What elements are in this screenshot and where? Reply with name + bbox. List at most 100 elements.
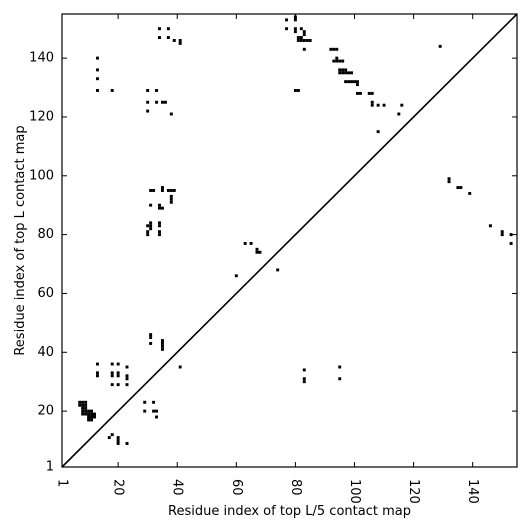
- contact-point: [146, 224, 150, 228]
- contact-point: [382, 103, 386, 107]
- contact-point: [110, 371, 114, 375]
- contact-point: [84, 403, 88, 407]
- contact-point: [84, 406, 88, 410]
- contact-point: [149, 341, 153, 345]
- contact-point: [338, 68, 342, 72]
- contact-point: [143, 400, 147, 404]
- contact-point: [125, 374, 129, 378]
- contact-point: [169, 200, 173, 204]
- contact-point: [84, 400, 88, 404]
- contact-point: [276, 268, 280, 272]
- x-tick-label: 40: [170, 479, 185, 496]
- contact-point: [146, 109, 150, 113]
- contact-point: [329, 47, 333, 51]
- contact-point: [509, 241, 513, 245]
- contact-point: [500, 233, 504, 237]
- contact-point: [125, 365, 129, 369]
- contact-point: [160, 189, 164, 192]
- contact-point: [400, 103, 404, 107]
- contact-point: [350, 80, 354, 84]
- y-tick-label: 80: [37, 227, 54, 242]
- contact-point: [149, 224, 153, 228]
- contact-point: [302, 30, 306, 34]
- contact-point: [178, 41, 182, 45]
- contact-point: [158, 206, 161, 210]
- contact-point: [347, 71, 351, 75]
- x-tick-label: 60: [229, 479, 244, 496]
- contact-point: [158, 27, 161, 31]
- contact-point: [468, 191, 472, 195]
- contact-point: [95, 371, 99, 375]
- contact-point: [78, 400, 82, 404]
- contact-point: [397, 112, 401, 116]
- x-tick-label: 100: [347, 479, 362, 504]
- contact-point: [158, 230, 161, 234]
- x-tick-label: 80: [288, 479, 303, 496]
- contact-point: [149, 336, 153, 340]
- contact-point: [355, 91, 359, 95]
- contact-point: [169, 194, 173, 198]
- contact-point: [84, 412, 88, 416]
- contact-point: [116, 436, 120, 440]
- contact-point: [158, 233, 161, 237]
- contact-point: [149, 203, 153, 207]
- contact-point: [116, 442, 120, 445]
- contact-point: [302, 380, 306, 384]
- contact-point: [93, 412, 96, 416]
- x-tick-label: 140: [465, 479, 480, 504]
- contact-point: [332, 47, 336, 51]
- contact-point: [370, 100, 374, 104]
- contact-point: [152, 189, 156, 192]
- contact-point: [81, 400, 85, 404]
- contact-point: [149, 333, 153, 337]
- contact-point: [107, 436, 111, 440]
- contact-point: [87, 409, 91, 413]
- diagonal-line: [61, 13, 518, 468]
- contact-point: [81, 412, 85, 416]
- contact-point: [172, 189, 176, 192]
- contact-point: [344, 71, 348, 75]
- contact-point: [166, 189, 170, 192]
- contact-point: [293, 89, 297, 92]
- contact-point: [332, 59, 336, 63]
- contact-point: [90, 409, 94, 413]
- contact-point: [155, 100, 159, 104]
- contact-point: [344, 68, 348, 72]
- contact-point: [302, 377, 306, 381]
- contact-point: [87, 412, 91, 416]
- contact-point: [172, 39, 176, 42]
- contact-point: [146, 230, 150, 234]
- y-tick-label: 120: [29, 109, 54, 124]
- contact-point: [116, 383, 120, 387]
- contact-point: [178, 39, 182, 42]
- contact-point: [95, 77, 99, 81]
- contact-point: [509, 233, 513, 237]
- contact-point: [285, 18, 289, 22]
- contact-point: [358, 91, 362, 95]
- contact-point: [488, 224, 492, 228]
- y-tick-label: 140: [29, 51, 54, 66]
- contact-point: [146, 89, 150, 92]
- contact-point: [376, 103, 380, 107]
- contact-point: [338, 71, 342, 75]
- contact-point: [160, 341, 164, 345]
- contact-point: [116, 362, 120, 366]
- y-tick-label: 20: [37, 404, 54, 419]
- contact-point: [341, 68, 345, 72]
- x-tick-label: 1: [55, 479, 70, 487]
- contact-point: [335, 47, 339, 51]
- contact-point: [169, 189, 173, 192]
- contact-point: [293, 30, 297, 34]
- contact-point: [293, 27, 297, 31]
- contact-point: [169, 112, 173, 116]
- contact-point: [95, 68, 99, 72]
- contact-point: [81, 403, 85, 407]
- x-tick-label: 20: [111, 479, 126, 496]
- contact-point: [459, 186, 463, 190]
- contact-point: [338, 59, 342, 63]
- contact-point: [447, 180, 451, 184]
- contact-point: [243, 241, 247, 245]
- contact-point: [166, 27, 170, 31]
- contact-point: [155, 89, 159, 92]
